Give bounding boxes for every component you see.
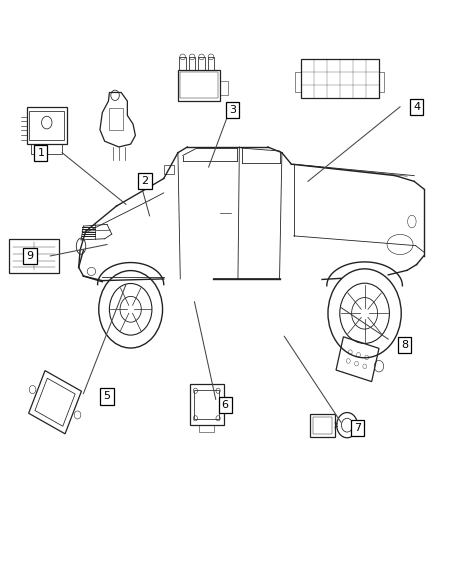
Bar	[109, 108, 123, 130]
Bar	[379, 72, 384, 93]
Bar	[313, 416, 332, 434]
Bar	[180, 72, 218, 98]
Bar	[194, 390, 219, 419]
Bar	[190, 384, 224, 425]
Text: 8: 8	[401, 340, 408, 350]
Bar	[189, 57, 195, 70]
Text: 6: 6	[222, 400, 228, 410]
Bar	[164, 166, 174, 174]
Bar	[27, 107, 67, 144]
Text: 5: 5	[103, 392, 110, 401]
Text: 9: 9	[27, 251, 34, 261]
Text: 1: 1	[37, 148, 45, 158]
Bar	[198, 57, 205, 70]
Text: 3: 3	[229, 105, 236, 114]
Text: 7: 7	[354, 423, 361, 433]
Bar	[31, 144, 62, 155]
Text: 2: 2	[141, 177, 148, 186]
Bar	[179, 57, 186, 70]
Bar	[199, 425, 214, 432]
Bar	[295, 72, 301, 93]
Bar	[178, 70, 220, 101]
Bar	[220, 81, 228, 95]
Bar	[310, 413, 335, 436]
Bar	[208, 57, 214, 70]
Bar	[9, 239, 59, 273]
Text: 4: 4	[413, 102, 420, 112]
Bar	[301, 59, 379, 98]
Bar	[29, 111, 64, 140]
